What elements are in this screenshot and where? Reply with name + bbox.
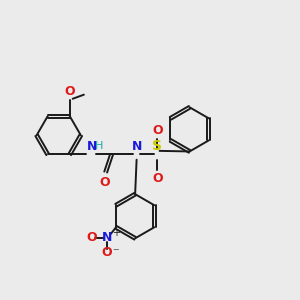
Text: O: O — [86, 231, 97, 244]
Text: H: H — [95, 141, 103, 151]
Text: N: N — [131, 140, 142, 153]
Text: O: O — [99, 176, 110, 189]
Text: S: S — [152, 139, 162, 153]
Text: N: N — [102, 231, 112, 244]
Text: O: O — [152, 172, 163, 185]
Text: O: O — [152, 124, 163, 137]
Text: O: O — [102, 246, 112, 260]
Text: O: O — [64, 85, 75, 98]
Text: N: N — [87, 140, 98, 153]
Text: ⁻: ⁻ — [112, 246, 119, 260]
Text: +: + — [112, 228, 121, 238]
